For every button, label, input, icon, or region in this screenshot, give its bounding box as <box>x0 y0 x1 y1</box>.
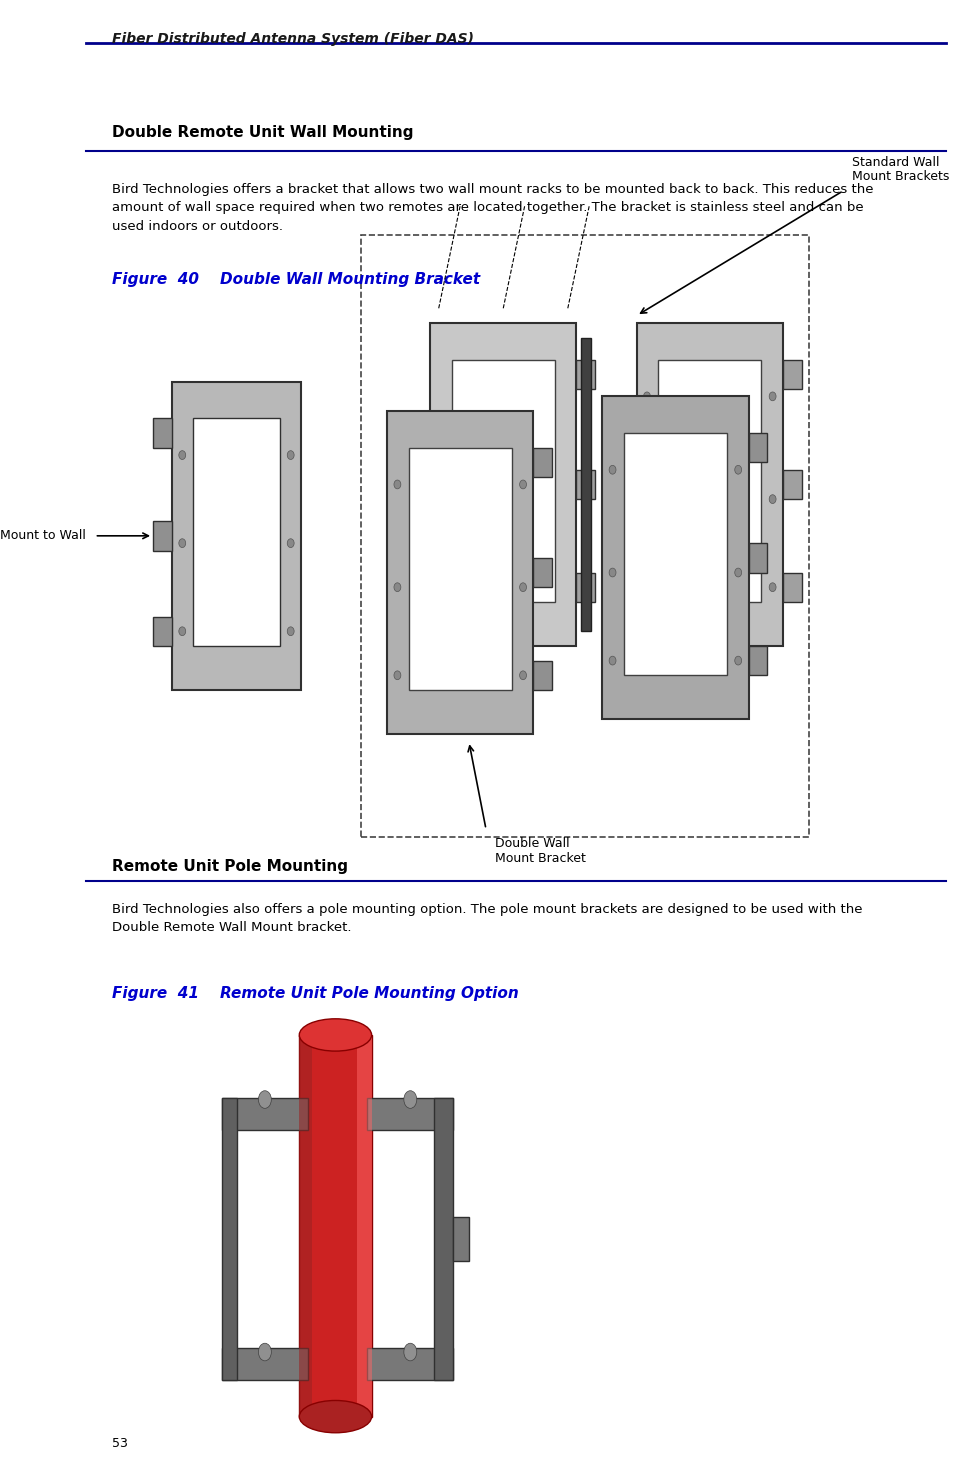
Bar <box>153 521 172 550</box>
Ellipse shape <box>520 671 527 680</box>
Ellipse shape <box>735 656 742 665</box>
Text: Figure  40    Double Wall Mounting Bracket: Figure 40 Double Wall Mounting Bracket <box>112 272 480 286</box>
Bar <box>783 470 801 499</box>
Bar <box>430 323 576 646</box>
Text: 53: 53 <box>112 1437 128 1450</box>
Ellipse shape <box>644 495 650 504</box>
Bar <box>637 323 783 646</box>
Bar <box>749 646 767 675</box>
Bar <box>658 360 761 602</box>
Ellipse shape <box>288 451 294 459</box>
Bar <box>409 448 512 690</box>
Text: Fiber Distributed Antenna System (Fiber DAS): Fiber Distributed Antenna System (Fiber … <box>112 32 474 47</box>
Ellipse shape <box>609 465 616 474</box>
Ellipse shape <box>644 583 650 592</box>
Text: Bird Technologies also offers a pole mounting option. The pole mount brackets ar: Bird Technologies also offers a pole mou… <box>112 903 862 934</box>
Bar <box>299 1035 371 1417</box>
Ellipse shape <box>394 671 401 680</box>
Ellipse shape <box>609 656 616 665</box>
Text: Remote Unit Pole Mounting: Remote Unit Pole Mounting <box>112 859 348 873</box>
Bar <box>533 448 552 477</box>
Ellipse shape <box>178 539 185 548</box>
Ellipse shape <box>394 583 401 592</box>
Bar <box>368 1098 453 1130</box>
Bar <box>172 382 301 690</box>
Bar <box>624 433 727 675</box>
Bar <box>451 360 555 602</box>
Bar <box>533 661 552 690</box>
Ellipse shape <box>769 495 776 504</box>
Text: Double Remote Unit Wall Mounting: Double Remote Unit Wall Mounting <box>112 125 413 139</box>
Ellipse shape <box>299 1400 371 1433</box>
Text: Figure  41    Remote Unit Pole Mounting Option: Figure 41 Remote Unit Pole Mounting Opti… <box>112 986 519 1001</box>
Bar <box>357 1035 371 1417</box>
Ellipse shape <box>735 465 742 474</box>
Ellipse shape <box>288 539 294 548</box>
Ellipse shape <box>299 1019 371 1051</box>
Text: Double Wall
Mount Bracket: Double Wall Mount Bracket <box>494 837 586 865</box>
Bar <box>576 470 596 499</box>
Bar <box>153 617 172 646</box>
Ellipse shape <box>404 1343 416 1361</box>
Bar <box>749 543 767 573</box>
Bar <box>435 1098 453 1380</box>
Bar <box>453 1217 469 1261</box>
Bar <box>368 1348 453 1380</box>
Ellipse shape <box>178 451 185 459</box>
Bar <box>299 1035 312 1417</box>
Ellipse shape <box>769 583 776 592</box>
Ellipse shape <box>394 480 401 489</box>
Bar <box>222 1098 237 1380</box>
Bar <box>603 396 749 719</box>
Ellipse shape <box>258 1343 271 1361</box>
Bar <box>193 418 280 646</box>
Bar <box>783 573 801 602</box>
Bar <box>576 360 596 389</box>
Bar <box>576 573 596 602</box>
Bar <box>533 558 552 587</box>
Bar <box>222 1348 308 1380</box>
Bar <box>749 433 767 462</box>
Ellipse shape <box>520 480 527 489</box>
Text: Standard Wall
Mount Brackets: Standard Wall Mount Brackets <box>852 156 950 184</box>
Ellipse shape <box>735 568 742 577</box>
Ellipse shape <box>520 583 527 592</box>
Ellipse shape <box>288 627 294 636</box>
Bar <box>222 1098 308 1130</box>
Bar <box>387 411 533 734</box>
Ellipse shape <box>769 392 776 401</box>
Text: Bird Technologies offers a bracket that allows two wall mount racks to be mounte: Bird Technologies offers a bracket that … <box>112 184 874 232</box>
Ellipse shape <box>178 627 185 636</box>
Ellipse shape <box>609 568 616 577</box>
Ellipse shape <box>644 392 650 401</box>
Bar <box>581 338 591 631</box>
Bar <box>153 418 172 448</box>
Bar <box>362 235 809 837</box>
Ellipse shape <box>258 1091 271 1108</box>
Bar <box>783 360 801 389</box>
Text: Mount to Wall: Mount to Wall <box>0 530 86 542</box>
Ellipse shape <box>404 1091 416 1108</box>
